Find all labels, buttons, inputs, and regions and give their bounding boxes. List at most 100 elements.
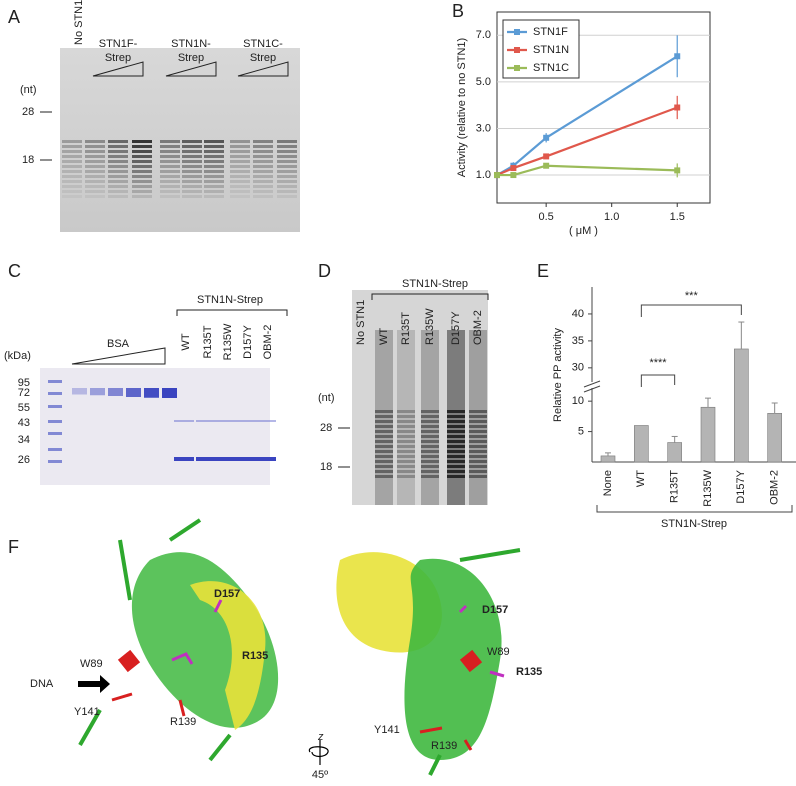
band <box>230 165 250 168</box>
band <box>230 180 250 183</box>
label: (nt) <box>318 392 335 404</box>
band <box>469 445 487 448</box>
band <box>447 470 465 473</box>
structure-left <box>78 518 279 762</box>
band <box>421 475 439 478</box>
band <box>469 465 487 468</box>
band <box>277 180 297 183</box>
band <box>216 420 236 422</box>
legend-label: STN1F <box>533 26 568 38</box>
band <box>160 155 180 158</box>
band <box>469 435 487 438</box>
band <box>160 160 180 163</box>
y-tick-label: 5 <box>578 425 584 437</box>
band <box>204 165 224 168</box>
band <box>447 410 465 413</box>
band <box>90 388 105 396</box>
gel-c <box>40 368 270 485</box>
label: C <box>8 261 21 281</box>
label: E <box>537 261 549 281</box>
label: BSA <box>107 338 130 350</box>
band <box>421 440 439 443</box>
band <box>85 165 105 168</box>
band <box>236 457 256 461</box>
band <box>421 435 439 438</box>
label: STN1N-Strep <box>402 278 468 290</box>
triangle <box>237 61 289 77</box>
band <box>174 420 194 422</box>
label: W89 <box>487 646 510 658</box>
band <box>182 140 202 143</box>
band <box>397 465 415 468</box>
triangle <box>165 61 217 77</box>
x-axis-label: ( μM ) <box>569 225 598 237</box>
band <box>397 445 415 448</box>
label: R135T <box>400 312 412 345</box>
band <box>469 460 487 463</box>
band <box>277 170 297 173</box>
band <box>160 140 180 143</box>
band <box>421 425 439 428</box>
band <box>204 170 224 173</box>
band <box>375 440 393 443</box>
band <box>421 415 439 418</box>
label: 34 <box>18 434 30 446</box>
gel-c-bands <box>48 380 276 463</box>
band <box>204 150 224 153</box>
label: No STN1 <box>73 0 85 45</box>
band <box>447 460 465 463</box>
band <box>85 170 105 173</box>
label: A <box>8 7 20 27</box>
band <box>277 175 297 178</box>
band <box>256 420 276 422</box>
triangle <box>92 61 144 77</box>
band <box>204 180 224 183</box>
band <box>469 470 487 473</box>
label: 72 <box>18 387 30 399</box>
label: OBM-2 <box>472 310 484 345</box>
band <box>253 175 273 178</box>
band <box>160 180 180 183</box>
legend-label: STN1C <box>533 62 569 74</box>
band <box>132 195 152 198</box>
band <box>253 185 273 188</box>
band <box>447 430 465 433</box>
band <box>469 440 487 443</box>
band <box>230 155 250 158</box>
x-tick-label: None <box>602 470 614 496</box>
band <box>469 430 487 433</box>
band <box>182 195 202 198</box>
band <box>230 175 250 178</box>
legend-marker <box>514 29 520 35</box>
point <box>674 104 681 111</box>
group-label: STN1N-Strep <box>661 518 727 530</box>
band <box>204 190 224 193</box>
band <box>48 460 62 463</box>
x-tick-label: 0.5 <box>539 211 554 223</box>
bar <box>700 406 716 463</box>
point <box>494 172 500 179</box>
label: R135 <box>516 666 542 678</box>
band <box>132 140 152 143</box>
band <box>108 140 128 143</box>
label: WT <box>180 333 192 350</box>
band <box>447 420 465 423</box>
y-tick-label: 5.0 <box>476 76 491 88</box>
band <box>62 160 82 163</box>
band <box>447 440 465 443</box>
gel-d <box>352 290 488 505</box>
x-tick-label: 1.0 <box>604 211 619 223</box>
axis-break <box>583 385 601 393</box>
band <box>253 170 273 173</box>
lane <box>469 330 487 505</box>
band <box>375 420 393 423</box>
band <box>62 165 82 168</box>
band <box>253 145 273 148</box>
band <box>397 435 415 438</box>
band <box>469 425 487 428</box>
band <box>182 165 202 168</box>
band <box>421 470 439 473</box>
band <box>182 170 202 173</box>
band <box>132 190 152 193</box>
band <box>277 155 297 158</box>
